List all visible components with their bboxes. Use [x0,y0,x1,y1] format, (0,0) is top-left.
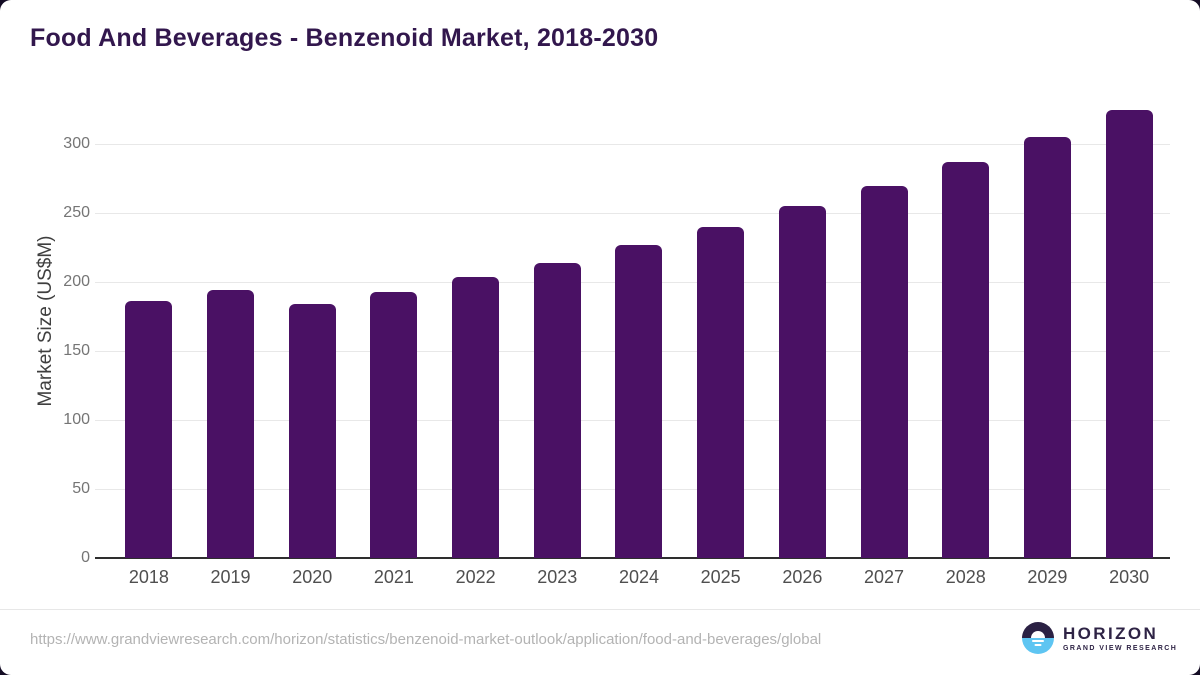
x-tick-label: 2022 [455,567,496,587]
x-tick-label: 2023 [537,567,578,587]
bar-2027 [860,185,908,558]
y-tick-label: 200 [63,273,90,291]
bar-2021 [370,291,418,558]
bar-2026 [778,206,826,558]
y-tick-label: 0 [81,549,90,566]
bar-slot [271,100,353,558]
logo-name: HORIZON [1063,623,1159,643]
sun-icon [1031,631,1045,638]
bar-slot [598,100,680,558]
bar-2028 [942,162,990,558]
bar-slot [108,100,190,558]
y-tick-label: 250 [63,204,90,222]
source-url: https://www.grandviewresearch.com/horizo… [30,631,822,648]
gridline [95,143,1170,145]
logo-subtitle: GRAND VIEW RESEARCH [1063,644,1178,652]
bar-slot [353,100,435,558]
bar-slot [516,100,598,558]
x-tick-label: 2019 [210,567,251,587]
footer-divider [0,609,1200,610]
y-axis-title: Market Size (US$M) [35,235,56,407]
bar-slot [435,100,517,558]
x-tick-label: 2029 [1027,567,1068,587]
bar-2019 [207,290,255,558]
bar-2022 [452,276,500,558]
x-axis-line [95,557,1170,559]
x-tick-label: 2024 [618,567,659,587]
y-tick-label: 50 [72,480,90,498]
x-tick-label: 2028 [945,567,986,587]
x-tick-label: 2025 [700,567,741,587]
bar-2030 [1105,109,1153,558]
gridline [95,212,1170,214]
x-axis-labels: 2018 2019 2020 2021 2022 2023 2024 2025 2026 2027… [108,567,1170,588]
bar-2029 [1023,137,1071,558]
bar-slot [1088,100,1170,558]
x-tick-label: 2027 [864,567,905,587]
x-tick-label: 2030 [1109,567,1150,587]
bars-container [108,100,1170,558]
x-tick-label: 2026 [782,567,823,587]
y-tick-label: 100 [63,411,90,429]
reflection-dash [1034,644,1042,646]
page-title: Food And Beverages - Benzenoid Market, 2… [30,24,659,52]
x-tick-label: 2018 [128,567,169,587]
bar-slot [762,100,844,558]
bar-2023 [533,262,581,558]
bar-slot [843,100,925,558]
bar-slot [190,100,272,558]
bar-slot [1007,100,1089,558]
bar-slot [680,100,762,558]
bar-2018 [125,301,173,558]
bar-2020 [288,304,336,558]
x-tick-label: 2020 [292,567,333,587]
horizon-logo: HORIZON GRAND VIEW RESEARCH [1022,622,1177,654]
reflection-dash [1032,640,1044,642]
bar-slot [925,100,1007,558]
y-tick-label: 150 [63,342,90,360]
y-tick-label: 300 [63,135,90,153]
horizon-logo-icon [1022,622,1054,654]
bar-2025 [697,226,745,558]
x-tick-label: 2021 [373,567,414,587]
bar-2024 [615,244,663,558]
logo-text: HORIZON GRAND VIEW RESEARCH [1063,623,1178,652]
